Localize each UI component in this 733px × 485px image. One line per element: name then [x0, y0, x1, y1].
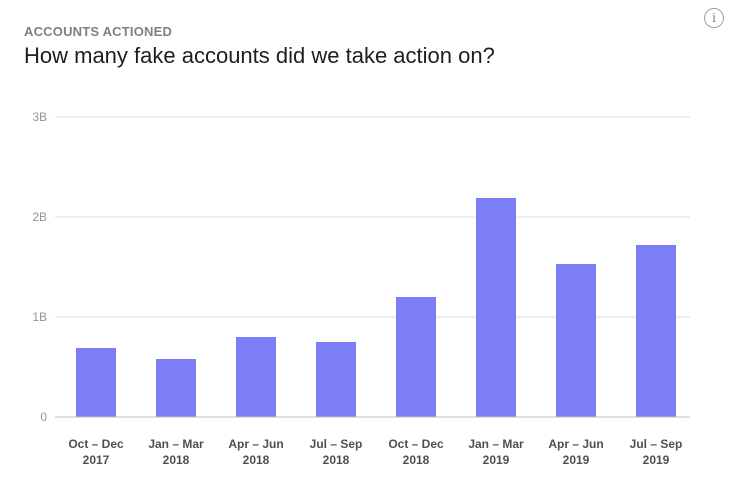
chart-eyebrow: ACCOUNTS ACTIONED: [24, 24, 173, 39]
x-tick-label: Oct – Dec: [388, 437, 444, 451]
x-tick-label-year: 2018: [323, 453, 350, 467]
info-icon: i: [712, 11, 716, 25]
bar: [236, 337, 276, 417]
x-tick-label: Jul – Sep: [630, 437, 683, 451]
y-tick-label: 2B: [32, 210, 47, 224]
info-button[interactable]: i: [704, 8, 724, 28]
y-tick-label: 1B: [32, 310, 47, 324]
x-tick-label-year: 2017: [83, 453, 110, 467]
bar: [316, 342, 356, 417]
bar: [156, 359, 196, 417]
bar: [556, 264, 596, 417]
y-tick-label: 0: [40, 410, 47, 424]
x-tick-label: Jan – Mar: [148, 437, 204, 451]
x-tick-label-year: 2018: [163, 453, 190, 467]
x-tick-label: Apr – Jun: [228, 437, 283, 451]
x-tick-label-year: 2019: [563, 453, 590, 467]
x-tick-label: Jan – Mar: [468, 437, 524, 451]
bar: [396, 297, 436, 417]
chart-title: How many fake accounts did we take actio…: [24, 43, 495, 68]
bar: [636, 245, 676, 417]
x-tick-label-year: 2018: [403, 453, 430, 467]
x-tick-label: Oct – Dec: [68, 437, 124, 451]
x-tick-label: Apr – Jun: [548, 437, 603, 451]
bar: [76, 348, 116, 417]
x-tick-label: Jul – Sep: [310, 437, 363, 451]
y-tick-label: 3B: [32, 110, 47, 124]
x-tick-label-year: 2018: [243, 453, 270, 467]
x-tick-label-year: 2019: [643, 453, 670, 467]
x-tick-label-year: 2019: [483, 453, 510, 467]
bar: [476, 198, 516, 417]
